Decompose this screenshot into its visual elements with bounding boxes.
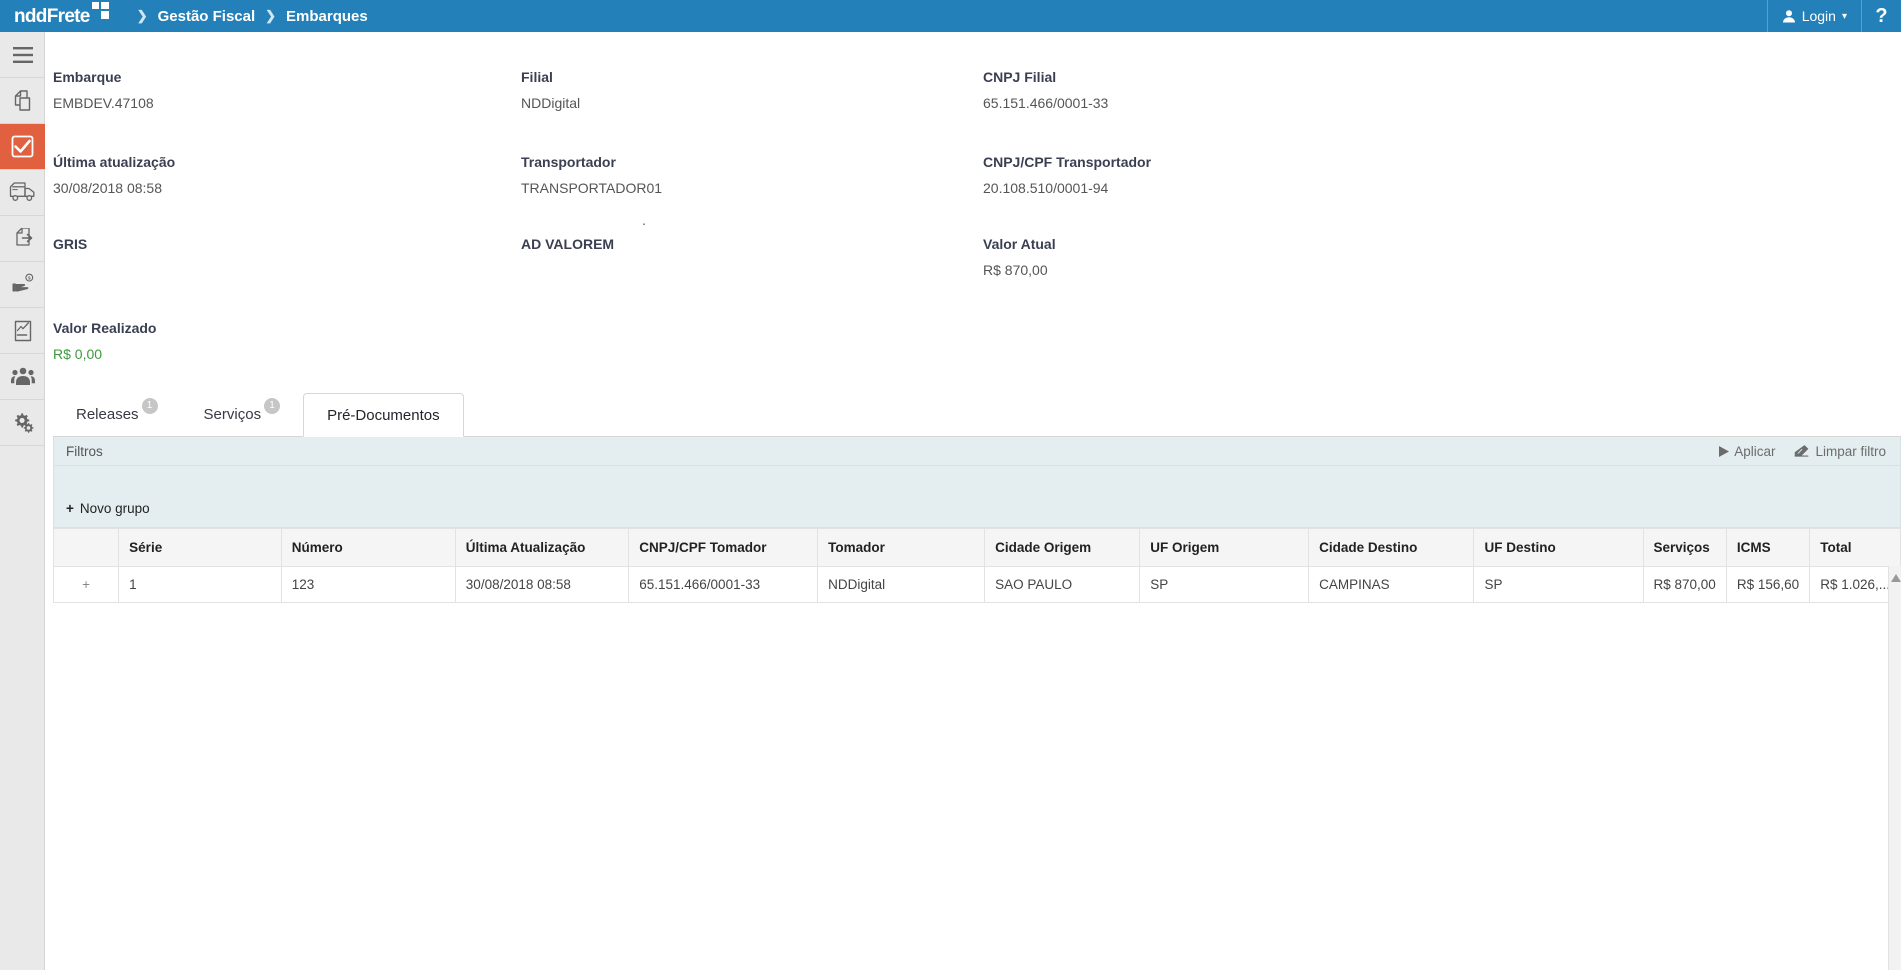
svg-text:$: $: [28, 275, 31, 280]
